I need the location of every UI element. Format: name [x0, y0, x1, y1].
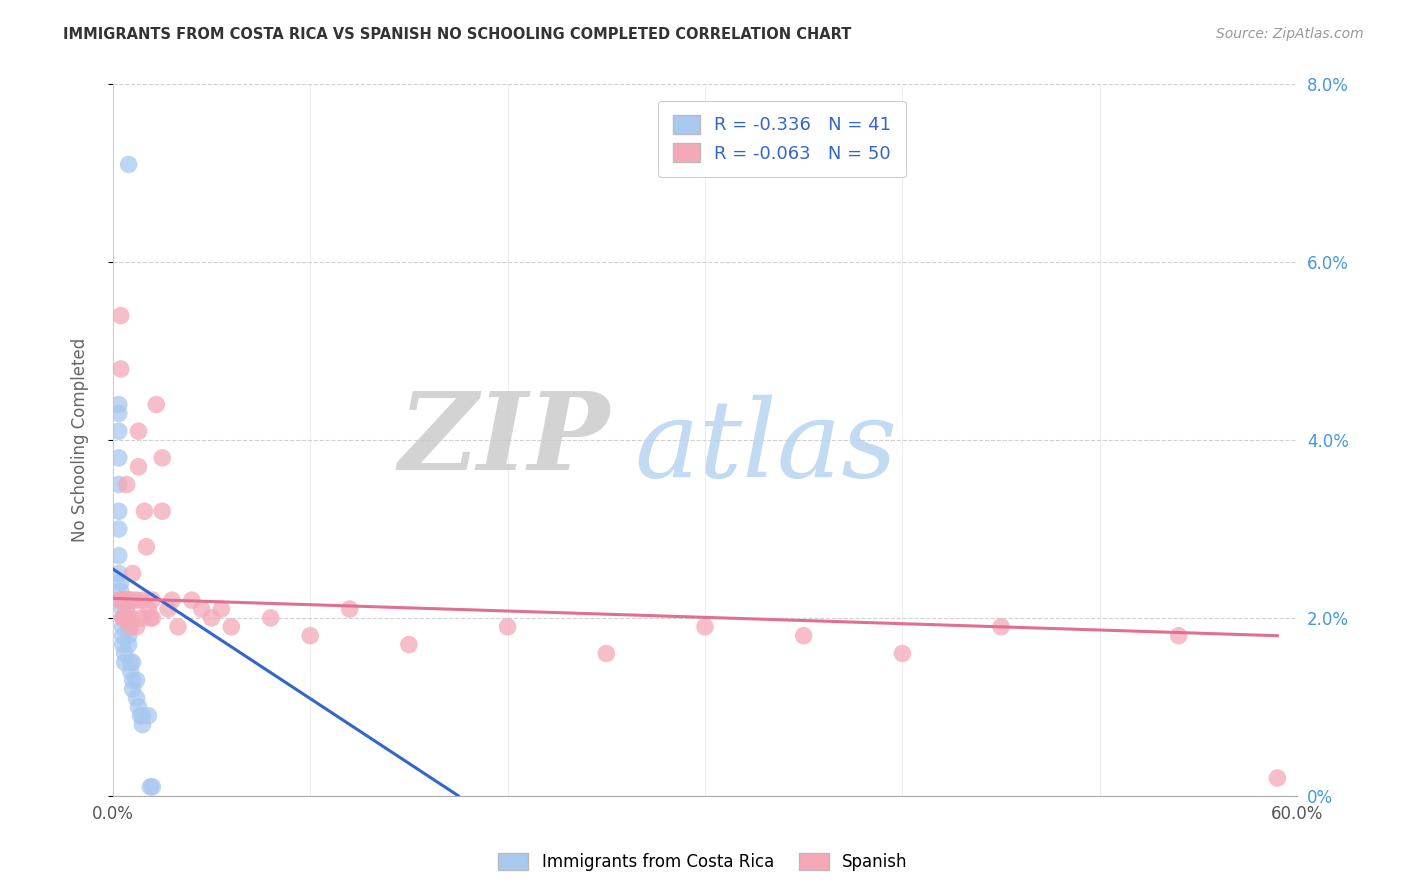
Point [150, 450, 173, 465]
Point [131, 611, 153, 625]
Point [121, 681, 143, 696]
Point [299, 629, 322, 643]
Point [115, 602, 138, 616]
Point [117, 629, 139, 643]
Point [110, 575, 132, 590]
Point [141, 780, 163, 794]
Point [117, 593, 139, 607]
Legend: Immigrants from Costa Rica, Spanish: Immigrants from Costa Rica, Spanish [489, 845, 917, 880]
Point [115, 611, 138, 625]
Point [125, 690, 148, 705]
Point [131, 708, 153, 723]
Point [125, 620, 148, 634]
Point [138, 602, 160, 616]
Text: IMMIGRANTS FROM COSTA RICA VS SPANISH NO SCHOOLING COMPLETED CORRELATION CHART: IMMIGRANTS FROM COSTA RICA VS SPANISH NO… [63, 27, 852, 42]
Point [793, 629, 815, 643]
Point [1167, 629, 1189, 643]
Y-axis label: No Schooling Completed: No Schooling Completed [72, 338, 89, 542]
Point [120, 620, 142, 634]
Point [125, 593, 148, 607]
Point [157, 602, 180, 616]
Point [219, 620, 242, 634]
Point [111, 629, 134, 643]
Point [120, 665, 142, 679]
Point [496, 620, 519, 634]
Point [121, 611, 143, 625]
Point [891, 647, 914, 661]
Point [141, 611, 163, 625]
Point [107, 450, 129, 465]
Point [107, 593, 129, 607]
Point [260, 611, 283, 625]
Point [117, 611, 139, 625]
Point [114, 593, 136, 607]
Text: Source: ZipAtlas.com: Source: ZipAtlas.com [1216, 27, 1364, 41]
Point [693, 620, 716, 634]
Point [121, 593, 143, 607]
Point [111, 611, 134, 625]
Point [117, 638, 139, 652]
Point [120, 593, 142, 607]
Point [107, 398, 129, 412]
Point [200, 611, 222, 625]
Point [990, 620, 1012, 634]
Point [141, 593, 163, 607]
Point [107, 477, 129, 491]
Point [167, 620, 190, 634]
Point [117, 157, 139, 171]
Point [115, 593, 138, 607]
Point [120, 656, 142, 670]
Point [398, 638, 420, 652]
Point [107, 406, 129, 420]
Point [121, 566, 143, 581]
Point [129, 708, 152, 723]
Point [107, 504, 129, 518]
Point [107, 549, 129, 563]
Point [107, 566, 129, 581]
Point [121, 656, 143, 670]
Point [110, 593, 132, 607]
Point [114, 656, 136, 670]
Point [135, 540, 157, 554]
Text: atlas: atlas [634, 394, 897, 500]
Point [180, 593, 202, 607]
Point [111, 593, 134, 607]
Point [134, 504, 156, 518]
Point [111, 602, 134, 616]
Point [111, 638, 134, 652]
Point [190, 602, 212, 616]
Point [121, 673, 143, 688]
Point [107, 424, 129, 438]
Point [110, 584, 132, 599]
Point [117, 620, 139, 634]
Point [111, 593, 134, 607]
Point [209, 602, 232, 616]
Point [115, 477, 138, 491]
Point [131, 717, 153, 731]
Point [139, 780, 162, 794]
Point [150, 504, 173, 518]
Point [1267, 771, 1289, 785]
Point [128, 424, 150, 438]
Point [160, 593, 183, 607]
Point [110, 362, 132, 376]
Point [111, 620, 134, 634]
Point [128, 699, 150, 714]
Point [339, 602, 361, 616]
Point [128, 459, 150, 474]
Legend: R = -0.336   N = 41, R = -0.063   N = 50: R = -0.336 N = 41, R = -0.063 N = 50 [658, 101, 905, 178]
Point [145, 398, 167, 412]
Point [107, 522, 129, 536]
Text: ZIP: ZIP [399, 387, 610, 493]
Point [595, 647, 617, 661]
Point [131, 593, 153, 607]
Point [111, 611, 134, 625]
Point [125, 673, 148, 688]
Point [114, 647, 136, 661]
Point [114, 611, 136, 625]
Point [139, 611, 162, 625]
Point [138, 708, 160, 723]
Point [110, 309, 132, 323]
